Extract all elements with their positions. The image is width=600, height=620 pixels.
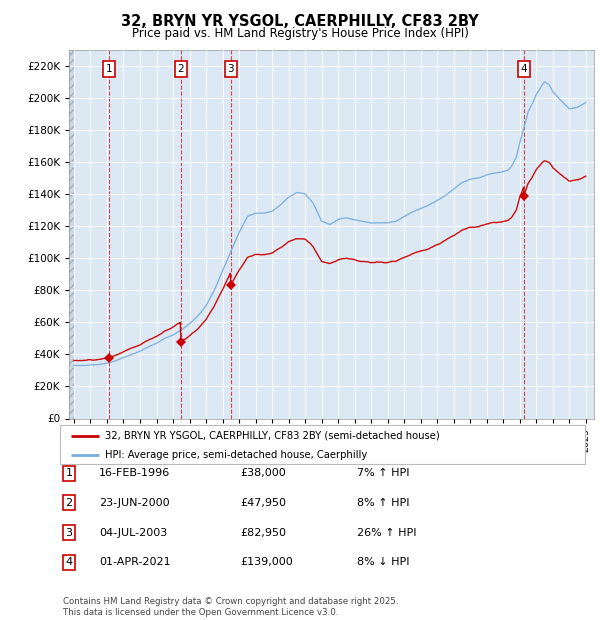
Text: 1: 1 [106,64,112,74]
FancyBboxPatch shape [60,425,585,464]
Text: 32, BRYN YR YSGOL, CAERPHILLY, CF83 2BY (semi-detached house): 32, BRYN YR YSGOL, CAERPHILLY, CF83 2BY … [104,431,439,441]
Text: 01-APR-2021: 01-APR-2021 [99,557,170,567]
Text: 4: 4 [65,557,73,567]
Text: 32, BRYN YR YSGOL, CAERPHILLY, CF83 2BY: 32, BRYN YR YSGOL, CAERPHILLY, CF83 2BY [121,14,479,29]
Text: 4: 4 [521,64,527,74]
Text: 2: 2 [178,64,184,74]
Text: 23-JUN-2000: 23-JUN-2000 [99,498,170,508]
Text: Contains HM Land Registry data © Crown copyright and database right 2025.
This d: Contains HM Land Registry data © Crown c… [63,598,398,617]
Text: 04-JUL-2003: 04-JUL-2003 [99,528,167,538]
Text: £38,000: £38,000 [240,468,286,478]
Text: 3: 3 [227,64,234,74]
Text: 26% ↑ HPI: 26% ↑ HPI [357,528,416,538]
Text: Price paid vs. HM Land Registry's House Price Index (HPI): Price paid vs. HM Land Registry's House … [131,27,469,40]
Text: 3: 3 [65,528,73,538]
Text: 1: 1 [65,468,73,478]
Text: 8% ↑ HPI: 8% ↑ HPI [357,498,409,508]
Text: HPI: Average price, semi-detached house, Caerphilly: HPI: Average price, semi-detached house,… [104,450,367,460]
Bar [69,50,74,419]
Text: £82,950: £82,950 [240,528,286,538]
Text: 7% ↑ HPI: 7% ↑ HPI [357,468,409,478]
Text: £47,950: £47,950 [240,498,286,508]
Text: £139,000: £139,000 [240,557,293,567]
Text: 16-FEB-1996: 16-FEB-1996 [99,468,170,478]
Text: 8% ↓ HPI: 8% ↓ HPI [357,557,409,567]
Text: 2: 2 [65,498,73,508]
